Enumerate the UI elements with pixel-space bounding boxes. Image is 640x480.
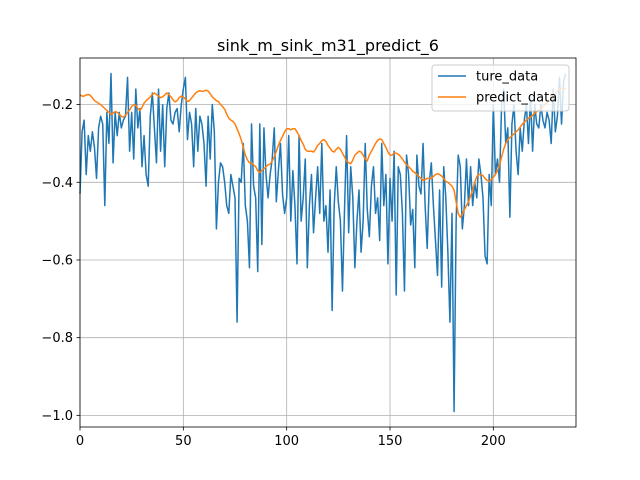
axis-ticks: 0 50 100 150 200 −1.0 −0.8 −0.6 −0.4 −0.2 xyxy=(41,98,505,449)
y-tick-label: −1.0 xyxy=(41,409,73,424)
x-tick-label: 150 xyxy=(378,434,403,449)
legend-label-predict-data: predict_data xyxy=(476,91,557,106)
y-tick-label: −0.8 xyxy=(41,331,73,346)
series-line-predict-data xyxy=(79,87,567,218)
x-tick-label: 200 xyxy=(481,434,506,449)
plot-frame xyxy=(79,57,577,428)
chart-title: sink_m_sink_m31_predict_6 xyxy=(217,36,439,56)
legend: ture_data predict_data xyxy=(431,64,570,112)
y-tick-label: −0.2 xyxy=(41,98,73,113)
legend-label-ture-data: ture_data xyxy=(476,70,538,85)
series-line-ture-data xyxy=(79,72,567,413)
x-tick-label: 50 xyxy=(175,434,192,449)
legend-box xyxy=(431,64,570,112)
x-tick-label: 100 xyxy=(274,434,299,449)
y-tick-label: −0.4 xyxy=(41,176,73,191)
series-lines xyxy=(79,72,567,413)
x-tick-label: 0 xyxy=(76,434,84,449)
y-tick-label: −0.6 xyxy=(41,253,73,268)
